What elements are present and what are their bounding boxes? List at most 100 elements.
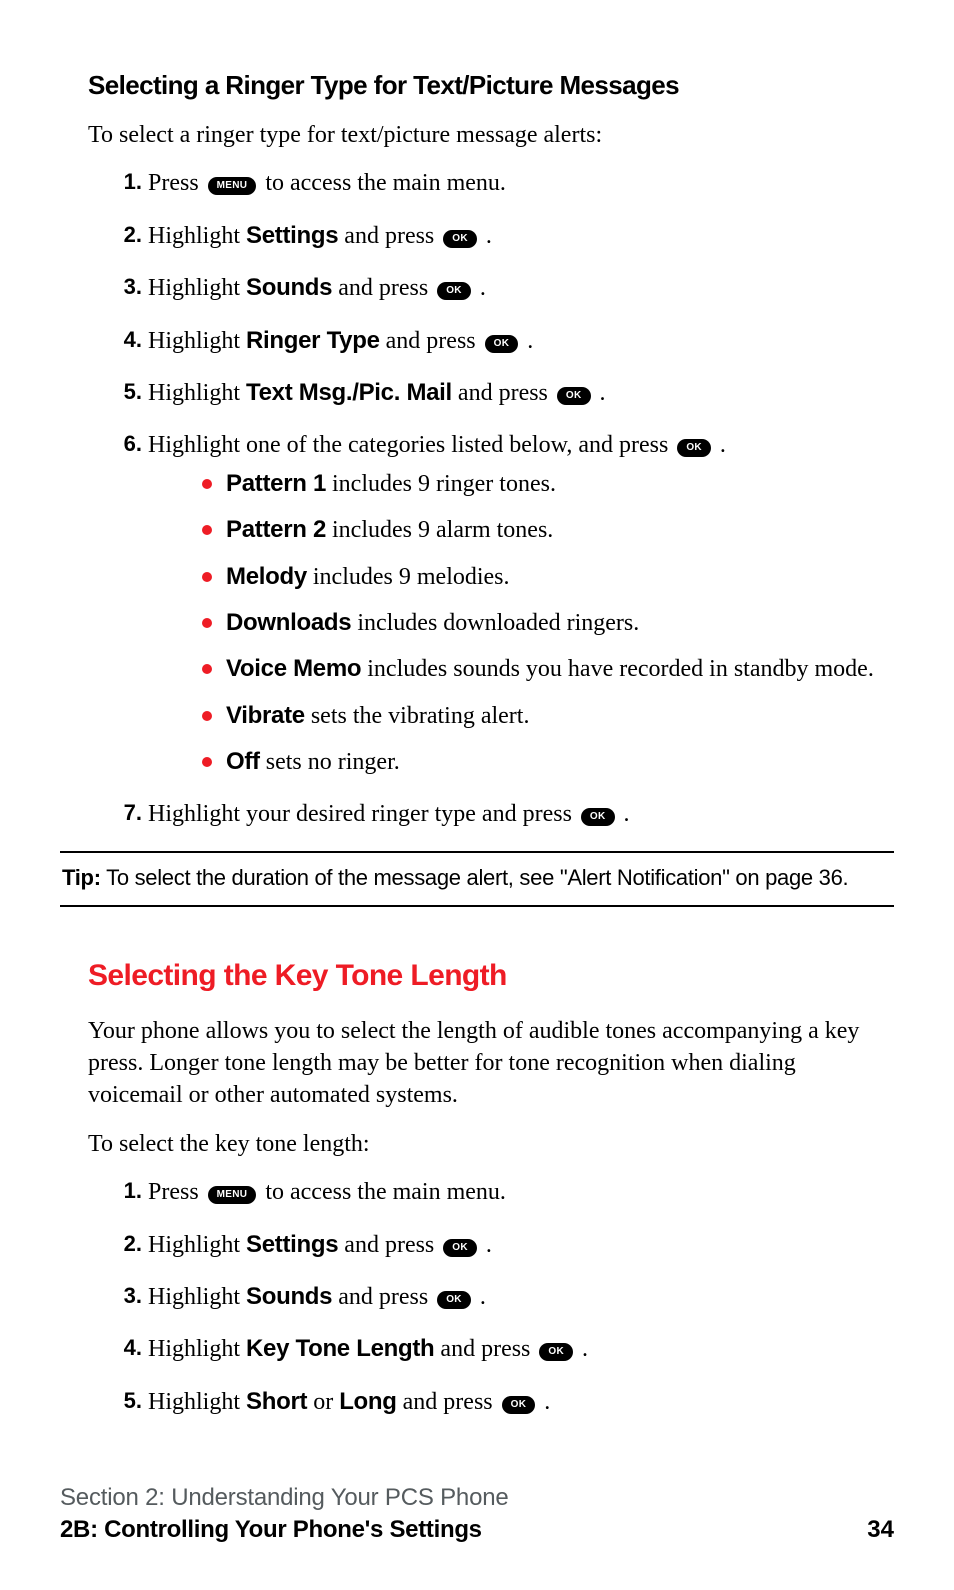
step-text: and press (338, 223, 440, 249)
step: 4. Highlight Key Tone Length and press O… (118, 1333, 884, 1365)
bullet-rest: includes downloaded ringers. (351, 610, 639, 636)
bullet-bold: Voice Memo (226, 655, 361, 682)
step: 3. Highlight Sounds and press OK . (118, 272, 884, 304)
step-number: 2. (112, 1229, 142, 1259)
section2-steps: 1. Press MENU to access the main menu. 2… (88, 1176, 884, 1418)
step-bold: Ringer Type (246, 327, 380, 354)
step-text: to access the main menu. (259, 170, 506, 196)
step: 7. Highlight your desired ringer type an… (118, 798, 884, 830)
step-number: 5. (112, 377, 142, 407)
section2-intro: To select the key tone length: (88, 1128, 884, 1160)
category-bullets: Pattern 1 includes 9 ringer tones. Patte… (148, 468, 884, 779)
footer-section-title: Section 2: Understanding Your PCS Phone (60, 1484, 894, 1512)
step-bold: Settings (246, 222, 338, 249)
step-text: to access the main menu. (259, 1179, 506, 1205)
step-number: 3. (112, 1281, 142, 1311)
step-text: and press (332, 1284, 434, 1310)
step-number: 1. (112, 167, 142, 197)
step-text: Highlight (148, 1284, 246, 1310)
bullet-rest: sets no ringer. (260, 749, 400, 775)
section1-steps: 1. Press MENU to access the main menu. 2… (88, 167, 884, 830)
step-bold: Long (339, 1388, 396, 1415)
step-text: Highlight one of the categories listed b… (148, 432, 674, 458)
step: 3. Highlight Sounds and press OK . (118, 1281, 884, 1313)
tip-callout: Tip: To select the duration of the messa… (60, 851, 894, 907)
step-bold: Short (246, 1388, 307, 1415)
step: 5. Highlight Text Msg./Pic. Mail and pre… (118, 377, 884, 409)
step-text: . (474, 275, 486, 301)
step-text: . (714, 432, 726, 458)
step-number: 4. (112, 1333, 142, 1363)
step-text: Highlight (148, 380, 246, 406)
step-text: and press (380, 328, 482, 354)
step-text: and press (452, 380, 554, 406)
step-number: 2. (112, 220, 142, 250)
step: 1. Press MENU to access the main menu. (118, 1176, 884, 1208)
bullet-item: Vibrate sets the vibrating alert. (202, 700, 884, 732)
menu-key-icon: MENU (208, 1186, 257, 1204)
step-bold: Sounds (246, 1283, 332, 1310)
section2-paragraph: Your phone allows you to select the leng… (88, 1015, 884, 1112)
step-text: Highlight (148, 328, 246, 354)
section1-heading: Selecting a Ringer Type for Text/Picture… (88, 70, 884, 101)
bullet-rest: includes 9 ringer tones. (326, 471, 556, 497)
page-footer: Section 2: Understanding Your PCS Phone … (60, 1484, 894, 1544)
bullet-rest: includes sounds you have recorded in sta… (361, 656, 874, 682)
step-text: and press (397, 1389, 499, 1415)
step-text: Highlight (148, 1232, 246, 1258)
step-text: Highlight (148, 1336, 246, 1362)
step-text: and press (338, 1232, 440, 1258)
bullet-bold: Off (226, 748, 260, 775)
step-text: . (594, 380, 606, 406)
step-text: . (521, 328, 533, 354)
ok-key-icon: OK (557, 387, 591, 405)
ok-key-icon: OK (437, 282, 471, 300)
ok-key-icon: OK (443, 1239, 477, 1257)
ok-key-icon: OK (443, 230, 477, 248)
footer-subsection-title: 2B: Controlling Your Phone's Settings (60, 1516, 482, 1544)
step-text: or (307, 1389, 339, 1415)
bullet-item: Pattern 2 includes 9 alarm tones. (202, 514, 884, 546)
bullet-bold: Pattern 2 (226, 516, 326, 543)
step-number: 6. (112, 429, 142, 459)
step-text: . (618, 801, 630, 827)
step-text: Press (148, 1179, 205, 1205)
step: 5. Highlight Short or Long and press OK … (118, 1386, 884, 1418)
step-number: 4. (112, 325, 142, 355)
step-text: . (480, 1232, 492, 1258)
section2-heading: Selecting the Key Tone Length (88, 959, 884, 993)
bullet-bold: Vibrate (226, 702, 305, 729)
step-text: and press (332, 275, 434, 301)
step: 1. Press MENU to access the main menu. (118, 167, 884, 199)
step-bold: Text Msg./Pic. Mail (246, 379, 452, 406)
bullet-item: Pattern 1 includes 9 ringer tones. (202, 468, 884, 500)
bullet-bold: Pattern 1 (226, 470, 326, 497)
step-text: Press (148, 170, 205, 196)
step-bold: Sounds (246, 274, 332, 301)
step-number: 7. (112, 798, 142, 828)
bullet-bold: Downloads (226, 609, 351, 636)
bullet-bold: Melody (226, 563, 307, 590)
step: 4. Highlight Ringer Type and press OK . (118, 325, 884, 357)
step-text: . (538, 1389, 550, 1415)
page-number: 34 (867, 1516, 894, 1544)
bullet-rest: includes 9 melodies. (307, 564, 510, 590)
step-text: Highlight (148, 275, 246, 301)
bullet-rest: includes 9 alarm tones. (326, 517, 553, 543)
menu-key-icon: MENU (208, 177, 257, 195)
ok-key-icon: OK (677, 439, 711, 457)
step-text: . (576, 1336, 588, 1362)
step: 6. Highlight one of the categories liste… (118, 429, 884, 778)
ok-key-icon: OK (581, 808, 615, 826)
ok-key-icon: OK (485, 335, 519, 353)
bullet-item: Downloads includes downloaded ringers. (202, 607, 884, 639)
section1-intro: To select a ringer type for text/picture… (88, 119, 884, 151)
manual-page: Selecting a Ringer Type for Text/Picture… (0, 0, 954, 1590)
bullet-item: Voice Memo includes sounds you have reco… (202, 653, 884, 685)
tip-label: Tip: (62, 865, 101, 890)
step-bold: Key Tone Length (246, 1335, 434, 1362)
step-text: and press (434, 1336, 536, 1362)
bullet-rest: sets the vibrating alert. (305, 703, 530, 729)
step-bold: Settings (246, 1231, 338, 1258)
tip-text: To select the duration of the message al… (101, 865, 849, 890)
